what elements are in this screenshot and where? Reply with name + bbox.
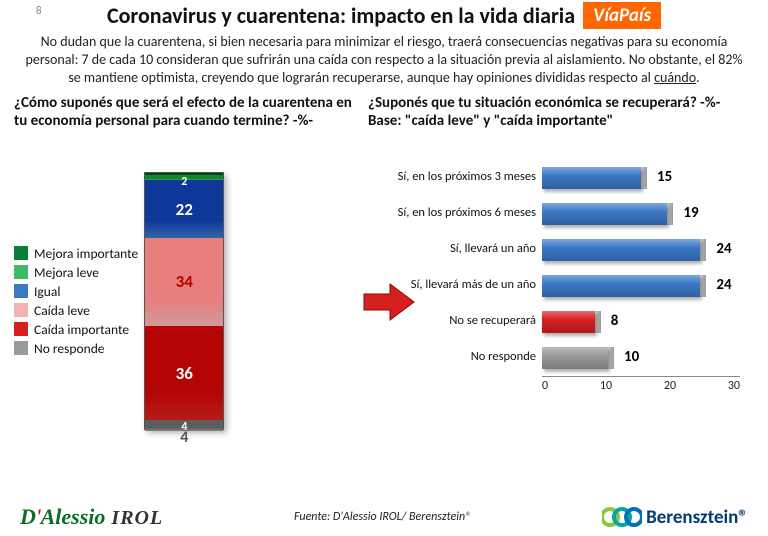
legend-item: Mejora importante	[14, 245, 138, 262]
legend-label: No responde	[34, 340, 105, 357]
footer: D'Alessio IROL Fuente: D'Alessio IROL/ B…	[0, 504, 768, 530]
legend-swatch	[14, 341, 28, 355]
right-question: ¿Suponés que tu situación económica se r…	[368, 94, 754, 154]
hbar	[542, 275, 700, 297]
hbar	[542, 167, 641, 189]
stacked-bar: 222343644	[144, 172, 224, 430]
stacked-bar-wrap: 222343644	[144, 162, 230, 440]
legend-swatch	[14, 322, 28, 336]
hbar	[542, 239, 700, 261]
hbar-row: Sí, en los próximos 6 meses 19	[368, 196, 754, 232]
legend-item: No responde	[14, 340, 138, 357]
axis-tick: 20	[664, 379, 676, 393]
hbar-track: 10	[542, 347, 754, 369]
hbar-chart: Sí, en los próximos 3 meses15Sí, en los …	[368, 160, 754, 376]
berensztein-logo: Berensztein®	[602, 506, 748, 529]
hbar-value: 19	[683, 204, 698, 222]
legend-item: Caída importante	[14, 321, 138, 338]
axis-tick: 30	[728, 379, 740, 393]
page-title: Coronavirus y cuarentena: impacto en la …	[107, 2, 575, 29]
intro-post: .	[696, 69, 700, 86]
legend-item: Igual	[14, 283, 138, 300]
hbar-row: No se recuperará8	[368, 304, 754, 340]
hbar-value: 24	[716, 240, 731, 258]
dalessio-a: Alessio	[41, 504, 106, 529]
dalessio-d: D	[20, 504, 36, 529]
hbar	[542, 347, 608, 369]
legend-swatch	[14, 284, 28, 298]
hbar-track: 24	[542, 239, 754, 261]
hbar-label: Sí, llevará un año	[368, 242, 536, 256]
brand-tag: VíaPaís	[583, 2, 661, 29]
stacked-legend: Mejora importante Mejora leve Igual Caída l…	[14, 243, 138, 359]
hbar-row: No responde 10	[368, 340, 754, 376]
hbar-row: Sí, llevará un año 24	[368, 232, 754, 268]
legend-label: Igual	[34, 283, 60, 300]
legend-item: Mejora leve	[14, 264, 138, 281]
dalessio-logo: D'Alessio IROL	[20, 504, 163, 530]
stacked-bottom-label: 4	[145, 428, 223, 447]
axis-tick: 10	[600, 379, 612, 393]
hbar-value: 8	[611, 312, 619, 330]
legend-label: Mejora leve	[34, 264, 99, 281]
hbar-label: No responde	[368, 350, 536, 364]
left-chart-area: Mejora importante Mejora leve Igual Caída l…	[14, 162, 364, 440]
hbar	[542, 203, 667, 225]
chain-icon	[602, 506, 642, 528]
intro-text: No dudan que la cuarentena, si bien nece…	[0, 29, 768, 90]
right-column: ¿Suponés que tu situación económica se r…	[368, 94, 754, 440]
arrow-icon	[362, 280, 416, 329]
main-area: ¿Cómo suponés que será el efecto de la c…	[0, 90, 768, 440]
page-number: 8	[36, 4, 42, 17]
intro-underline: cuándo	[654, 69, 696, 86]
hbar-track: 24	[542, 275, 754, 297]
hbar	[542, 311, 595, 333]
hbar-axis: 0 10 20 30	[542, 376, 740, 393]
left-column: ¿Cómo suponés que será el efecto de la c…	[14, 94, 364, 440]
legend-label: Caída importante	[34, 321, 129, 338]
hbar-label: Sí, en los próximos 3 meses	[368, 170, 536, 184]
legend-swatch	[14, 246, 28, 260]
header: Coronavirus y cuarentena: impacto en la …	[0, 0, 768, 29]
berensztein-text: Berensztein®	[646, 506, 748, 529]
dalessio-irol: IROL	[105, 507, 163, 529]
source-text: Fuente: D'Alessio IROL/ Berensztein®	[294, 510, 471, 524]
hbar-label: Sí, en los próximos 6 meses	[368, 206, 536, 220]
legend-swatch	[14, 265, 28, 279]
hbar-value: 10	[624, 348, 639, 366]
hbar-row: Sí, llevará más de un año24	[368, 268, 754, 304]
legend-label: Mejora importante	[34, 245, 138, 262]
intro-pre: No dudan que la cuarentena, si bien nece…	[26, 33, 743, 86]
hbar-track: 19	[542, 203, 754, 225]
hbar-value: 24	[716, 276, 731, 294]
stacked-segment: 36	[145, 326, 223, 420]
hbar-row: Sí, en los próximos 3 meses 15	[368, 160, 754, 196]
hbar-track: 8	[542, 311, 754, 333]
legend-swatch	[14, 303, 28, 317]
legend-label: Caída leve	[34, 302, 90, 319]
stacked-segment: 34	[145, 238, 223, 327]
hbar-track: 15	[542, 167, 754, 189]
axis-tick: 0	[542, 379, 548, 393]
left-question: ¿Cómo suponés que será el efecto de la c…	[14, 94, 364, 154]
legend-item: Caída leve	[14, 302, 138, 319]
hbar-value: 15	[657, 168, 672, 186]
